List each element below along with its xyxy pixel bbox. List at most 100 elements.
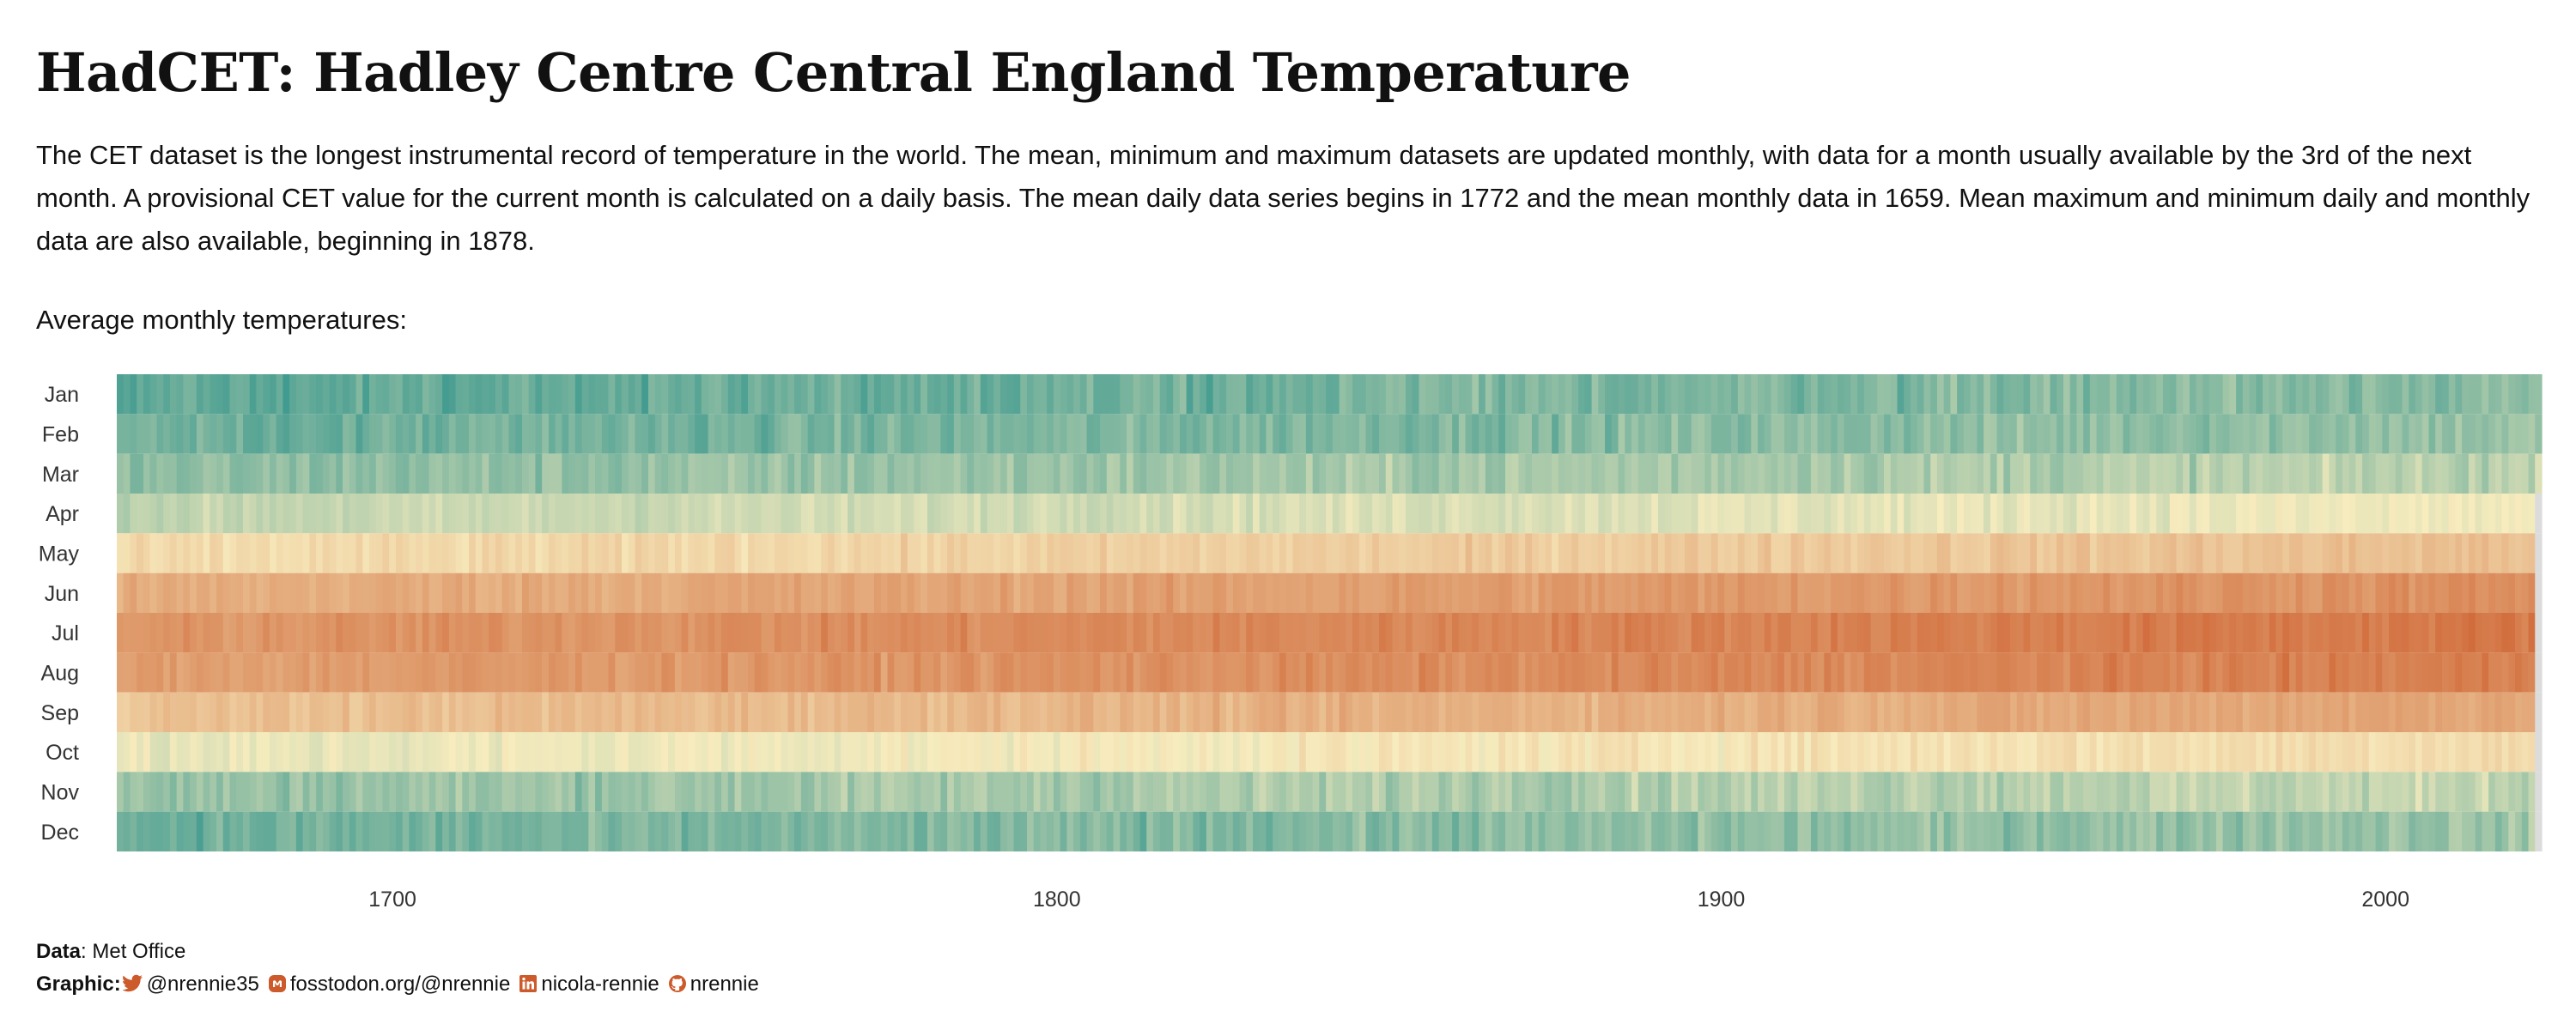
heatmap-cell — [1970, 453, 1978, 494]
heatmap-cell — [515, 414, 523, 454]
mastodon-handle[interactable]: fosstodon.org/@nrennie — [289, 972, 511, 996]
heatmap-cell — [2229, 494, 2237, 534]
heatmap-cell — [2389, 692, 2397, 732]
heatmap-cell — [535, 772, 543, 812]
heatmap-cell — [615, 573, 623, 613]
heatmap-cell — [595, 811, 603, 851]
heatmap-cell — [2348, 652, 2356, 693]
github-handle[interactable]: nrennie — [690, 972, 759, 996]
heatmap-cell — [375, 811, 384, 851]
heatmap-cell — [1651, 573, 1659, 613]
heatmap-cell — [2508, 652, 2516, 693]
heatmap-cell — [1884, 453, 1892, 494]
twitter-handle[interactable]: @nrennie35 — [146, 972, 259, 996]
heatmap-cell — [316, 533, 324, 573]
heatmap-cell — [2215, 494, 2224, 534]
heatmap-cell — [409, 533, 416, 573]
heatmap-cell — [987, 811, 994, 851]
heatmap-cell — [2508, 772, 2516, 812]
heatmap-cell — [1093, 374, 1101, 415]
heatmap-cell — [1863, 772, 1872, 812]
heatmap-cell — [2010, 613, 2018, 653]
heatmap-cell — [1657, 692, 1666, 732]
heatmap-cell — [2348, 414, 2356, 454]
heatmap-cell — [754, 414, 762, 454]
heatmap-cell — [1837, 692, 1845, 732]
heatmap-cell — [647, 692, 656, 732]
heatmap-cell — [2202, 414, 2210, 454]
heatmap-cell — [2057, 613, 2064, 653]
heatmap-cell — [2183, 374, 2190, 415]
heatmap-cell — [243, 811, 251, 851]
heatmap-cell — [2263, 494, 2270, 534]
heatmap-cell — [595, 494, 603, 534]
heatmap-cell — [993, 772, 1001, 812]
heatmap-cell — [1479, 453, 1486, 494]
heatmap-cell — [482, 732, 489, 772]
heatmap-cell — [774, 732, 782, 772]
heatmap-cell — [2441, 453, 2450, 494]
heatmap-cell — [987, 533, 994, 573]
heatmap-cell — [1910, 533, 1918, 573]
heatmap-cell — [1358, 573, 1367, 613]
heatmap-cell — [2494, 374, 2503, 415]
heatmap-cell — [1578, 453, 1586, 494]
heatmap-cell — [222, 772, 231, 812]
heatmap-cell — [196, 811, 204, 851]
heatmap-cell — [482, 613, 489, 653]
heatmap-cell — [2395, 494, 2403, 534]
heatmap-cell — [309, 613, 317, 653]
heatmap-cell — [123, 573, 131, 613]
heatmap-cell — [1086, 732, 1094, 772]
heatmap-cell — [1664, 414, 1673, 454]
heatmap-cell — [369, 494, 377, 534]
heatmap-cell — [2482, 613, 2489, 653]
heatmap-cell — [2076, 533, 2084, 573]
heatmap-cell — [880, 414, 889, 454]
heatmap-cell — [236, 453, 244, 494]
heatmap-cell — [1984, 414, 1991, 454]
heatmap-cell — [681, 453, 689, 494]
heatmap-cell — [263, 494, 270, 534]
heatmap-cell — [1804, 732, 1812, 772]
heatmap-cell — [2142, 494, 2151, 534]
heatmap-cell — [2395, 652, 2403, 693]
heatmap-cell — [1511, 414, 1520, 454]
heatmap-cell — [1326, 692, 1334, 732]
heatmap-cell — [2482, 374, 2489, 415]
heatmap-cell — [1810, 692, 1819, 732]
heatmap-cell — [309, 414, 317, 454]
heatmap-cell — [137, 692, 144, 732]
linkedin-handle[interactable]: nicola-rennie — [541, 972, 659, 996]
heatmap-cell — [1152, 732, 1161, 772]
heatmap-cell — [1479, 772, 1486, 812]
heatmap-cell — [907, 732, 915, 772]
heatmap-cell — [834, 811, 841, 851]
heatmap-cell — [1698, 811, 1705, 851]
heatmap-cell — [283, 732, 290, 772]
heatmap-cell — [1691, 692, 1699, 732]
heatmap-cell — [1764, 573, 1772, 613]
heatmap-cell — [469, 772, 477, 812]
heatmap-cell — [727, 573, 736, 613]
heatmap-cell — [2162, 374, 2171, 415]
heatmap-cell — [874, 533, 882, 573]
heatmap-cell — [1936, 533, 1945, 573]
heatmap-cell — [1159, 533, 1168, 573]
heatmap-cell — [2215, 811, 2224, 851]
heatmap-cell — [927, 692, 935, 732]
heatmap-cell — [1305, 533, 1314, 573]
heatmap-cell — [601, 692, 610, 732]
heatmap-cell — [2016, 374, 2025, 415]
heatmap-cell — [2129, 772, 2137, 812]
heatmap-cell — [515, 533, 523, 573]
heatmap-cell — [1783, 772, 1792, 812]
heatmap-cell — [2069, 374, 2078, 415]
heatmap-cell — [1332, 453, 1340, 494]
heatmap-cell — [1731, 811, 1739, 851]
heatmap-cell — [1936, 613, 1945, 653]
heatmap-cell — [469, 652, 477, 693]
heatmap-cell — [734, 453, 742, 494]
heatmap-cell — [2142, 453, 2151, 494]
heatmap-cell — [1751, 494, 1759, 534]
